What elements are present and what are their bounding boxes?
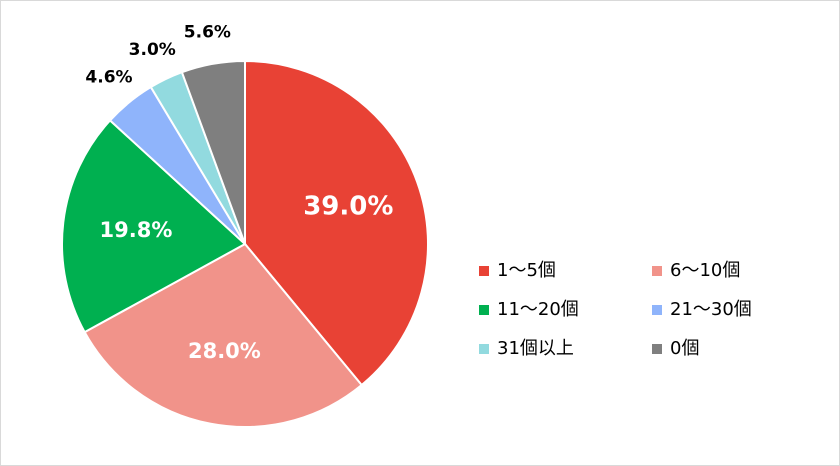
data-label: 3.0% <box>129 40 176 60</box>
legend-label: 6～10個 <box>670 260 740 281</box>
legend-swatch <box>652 344 662 354</box>
legend-label: 0個 <box>670 338 699 359</box>
legend-swatch <box>652 305 662 315</box>
data-label: 5.6% <box>184 22 231 42</box>
pie-slice <box>244 59 429 387</box>
legend-swatch <box>652 266 662 276</box>
pie-slice <box>83 242 364 428</box>
data-label: 4.6% <box>85 67 132 87</box>
legend-label: 11～20個 <box>497 299 579 320</box>
data-label: 39.0% <box>303 191 393 221</box>
pie-slice <box>180 59 246 245</box>
data-label: 19.8% <box>100 218 173 242</box>
data-label: 28.0% <box>188 339 261 363</box>
pie-slice <box>61 119 247 334</box>
legend-label: 21～30個 <box>670 299 752 320</box>
legend-label: 31個以上 <box>497 338 574 359</box>
legend-swatch <box>479 344 489 354</box>
legend-swatch <box>479 305 489 315</box>
legend-swatch <box>479 266 489 276</box>
legend-label: 1～5個 <box>497 260 556 281</box>
